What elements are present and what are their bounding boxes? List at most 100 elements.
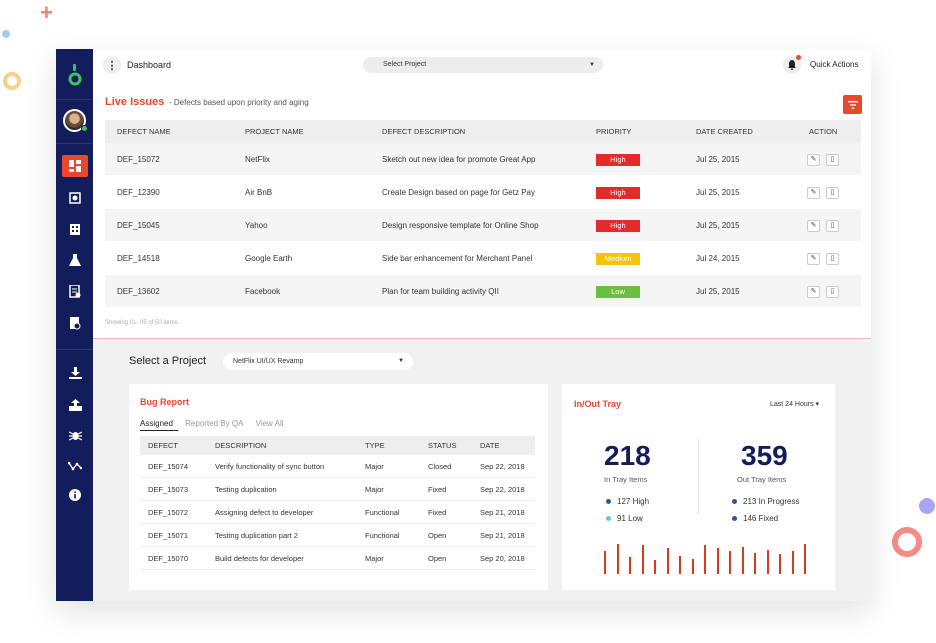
- tab-view-all[interactable]: View All: [255, 419, 284, 428]
- table-row[interactable]: DEF_15045 Yahoo Design responsive templa…: [105, 209, 861, 242]
- bug-type: Major: [365, 554, 384, 563]
- bug-defect: DEF_15070: [148, 554, 189, 563]
- time-range-dropdown[interactable]: Last 24 Hours ▾: [770, 400, 819, 408]
- project-name: Air BnB: [245, 188, 273, 197]
- tray-bar: [704, 545, 706, 574]
- defect-description: Sketch out new idea for promote Great Ap…: [382, 155, 536, 164]
- table-row[interactable]: DEF_15074 Verify functionality of sync b…: [140, 455, 535, 478]
- tray-bar: [641, 545, 644, 574]
- select-project-label: Select a Project: [129, 355, 207, 367]
- column-header: ACTION: [809, 127, 838, 136]
- avatar[interactable]: [63, 109, 86, 132]
- table-header: DEFECT DESCRIPTION TYPE STATUS DATE: [140, 436, 535, 455]
- out-tray-stat: 146 Fixed: [732, 514, 778, 523]
- delete-icon[interactable]: ▯: [826, 187, 839, 199]
- column-header[interactable]: DEFECT: [148, 441, 178, 450]
- edit-icon[interactable]: ✎: [807, 154, 820, 166]
- tray-bar: [791, 551, 794, 574]
- tray-bar-chart: [604, 544, 806, 574]
- tray-bar: [729, 551, 731, 574]
- column-header[interactable]: DESCRIPTION: [215, 441, 267, 450]
- tray-bar: [766, 550, 769, 574]
- column-header[interactable]: DATE CREATED: [696, 127, 753, 136]
- in-tray-stat: 91 Low: [606, 514, 643, 523]
- bug-status: Open: [428, 554, 447, 563]
- column-header[interactable]: STATUS: [428, 441, 457, 450]
- tab-assigned[interactable]: Assigned: [140, 419, 173, 428]
- bug-report-card: Bug Report Assigned Reported By QA View …: [129, 384, 548, 590]
- priority-badge: High: [596, 220, 640, 232]
- project-select-dropdown[interactable]: Select Project ▼: [363, 57, 603, 73]
- project-name: NetFlix: [245, 155, 270, 164]
- in-tray-label: In Tray Items: [604, 475, 648, 484]
- tray-bar: [679, 556, 681, 574]
- table-row[interactable]: DEF_15070 Build defects for developer Ma…: [140, 547, 535, 570]
- bug-status: Closed: [428, 462, 452, 471]
- delete-icon[interactable]: ▯: [826, 253, 839, 265]
- tab-reported-by-qa[interactable]: Reported By QA: [185, 419, 244, 428]
- table-row[interactable]: DEF_13602 Facebook Plan for team buildin…: [105, 275, 861, 308]
- edit-icon[interactable]: ✎: [807, 220, 820, 232]
- defect-description: Design responsive template for Online Sh…: [382, 221, 539, 230]
- building-icon[interactable]: [62, 218, 88, 240]
- spider-icon[interactable]: [62, 425, 88, 447]
- quick-actions-link[interactable]: Quick Actions: [810, 60, 859, 69]
- live-issues-table: DEFECT NAME PROJECT NAME DEFECT DESCRIPT…: [105, 120, 861, 308]
- delete-icon[interactable]: ▯: [826, 286, 839, 298]
- table-row[interactable]: DEF_12390 Air BnB Create Design based on…: [105, 176, 861, 209]
- bug-icon[interactable]: [62, 187, 88, 209]
- table-row[interactable]: DEF_15071 Testing duplication part 2 Fun…: [140, 524, 535, 547]
- topbar: ⋮ Dashboard Select Project ▼ Quick Actio…: [93, 49, 871, 83]
- decorative-plus: +: [40, 0, 53, 25]
- column-header[interactable]: TYPE: [365, 441, 385, 450]
- bug-date: Sep 22, 2018: [480, 462, 525, 471]
- bug-date: Sep 22, 2018: [480, 485, 525, 494]
- report-icon[interactable]: [62, 280, 88, 302]
- table-row[interactable]: DEF_14518 Google Earth Side bar enhancem…: [105, 242, 861, 275]
- document-settings-icon[interactable]: [62, 312, 88, 334]
- online-status-dot: [81, 125, 88, 132]
- sidebar-divider: [56, 143, 93, 144]
- bug-status: Fixed: [428, 485, 447, 494]
- bug-defect: DEF_15073: [148, 485, 189, 494]
- section-divider: [93, 338, 871, 339]
- column-header[interactable]: DEFECT NAME: [117, 127, 171, 136]
- column-header[interactable]: PROJECT NAME: [245, 127, 304, 136]
- delete-icon[interactable]: ▯: [826, 154, 839, 166]
- bell-icon[interactable]: [783, 56, 801, 74]
- in-tray-stat: 127 High: [606, 497, 649, 506]
- upload-icon[interactable]: [62, 394, 88, 416]
- bug-type: Major: [365, 485, 384, 494]
- filter-icon[interactable]: [843, 95, 862, 114]
- project-dropdown[interactable]: NetFlix UI/UX Revamp ▼: [223, 353, 413, 370]
- table-row[interactable]: DEF_15072 Assigning defect to developer …: [140, 501, 535, 524]
- in-out-tray-card: In/Out Tray Last 24 Hours ▾ 218 In Tray …: [562, 384, 835, 590]
- bug-description: Build defects for developer: [215, 554, 304, 563]
- more-options-icon[interactable]: ⋮: [103, 56, 121, 74]
- dashboard-icon[interactable]: [62, 155, 88, 177]
- bug-defect: DEF_15074: [148, 462, 189, 471]
- legend-dot: [606, 499, 611, 505]
- column-header[interactable]: DEFECT DESCRIPTION: [382, 127, 466, 136]
- column-header[interactable]: PRIORITY: [596, 127, 632, 136]
- table-row[interactable]: DEF_15073 Testing duplication Major Fixe…: [140, 478, 535, 501]
- delete-icon[interactable]: ▯: [826, 220, 839, 232]
- download-icon[interactable]: [62, 362, 88, 384]
- live-issues-title: Live Issues: [105, 96, 165, 108]
- decorative-ring: [892, 527, 922, 557]
- bug-status: Open: [428, 531, 447, 540]
- info-icon[interactable]: [62, 484, 88, 506]
- project-name: Yahoo: [245, 221, 268, 230]
- table-row[interactable]: DEF_15072 NetFlix Sketch out new idea fo…: [105, 143, 861, 176]
- priority-badge: Medium: [596, 253, 640, 265]
- column-header[interactable]: DATE: [480, 441, 500, 450]
- network-icon[interactable]: [62, 455, 88, 477]
- logo-icon[interactable]: [56, 57, 93, 93]
- edit-icon[interactable]: ✎: [807, 286, 820, 298]
- flask-icon[interactable]: [62, 249, 88, 271]
- caret-down-icon: ▼: [398, 358, 404, 364]
- date-created: Jul 24, 2015: [696, 254, 740, 263]
- edit-icon[interactable]: ✎: [807, 187, 820, 199]
- edit-icon[interactable]: ✎: [807, 253, 820, 265]
- bug-date: Sep 20, 2018: [480, 554, 525, 563]
